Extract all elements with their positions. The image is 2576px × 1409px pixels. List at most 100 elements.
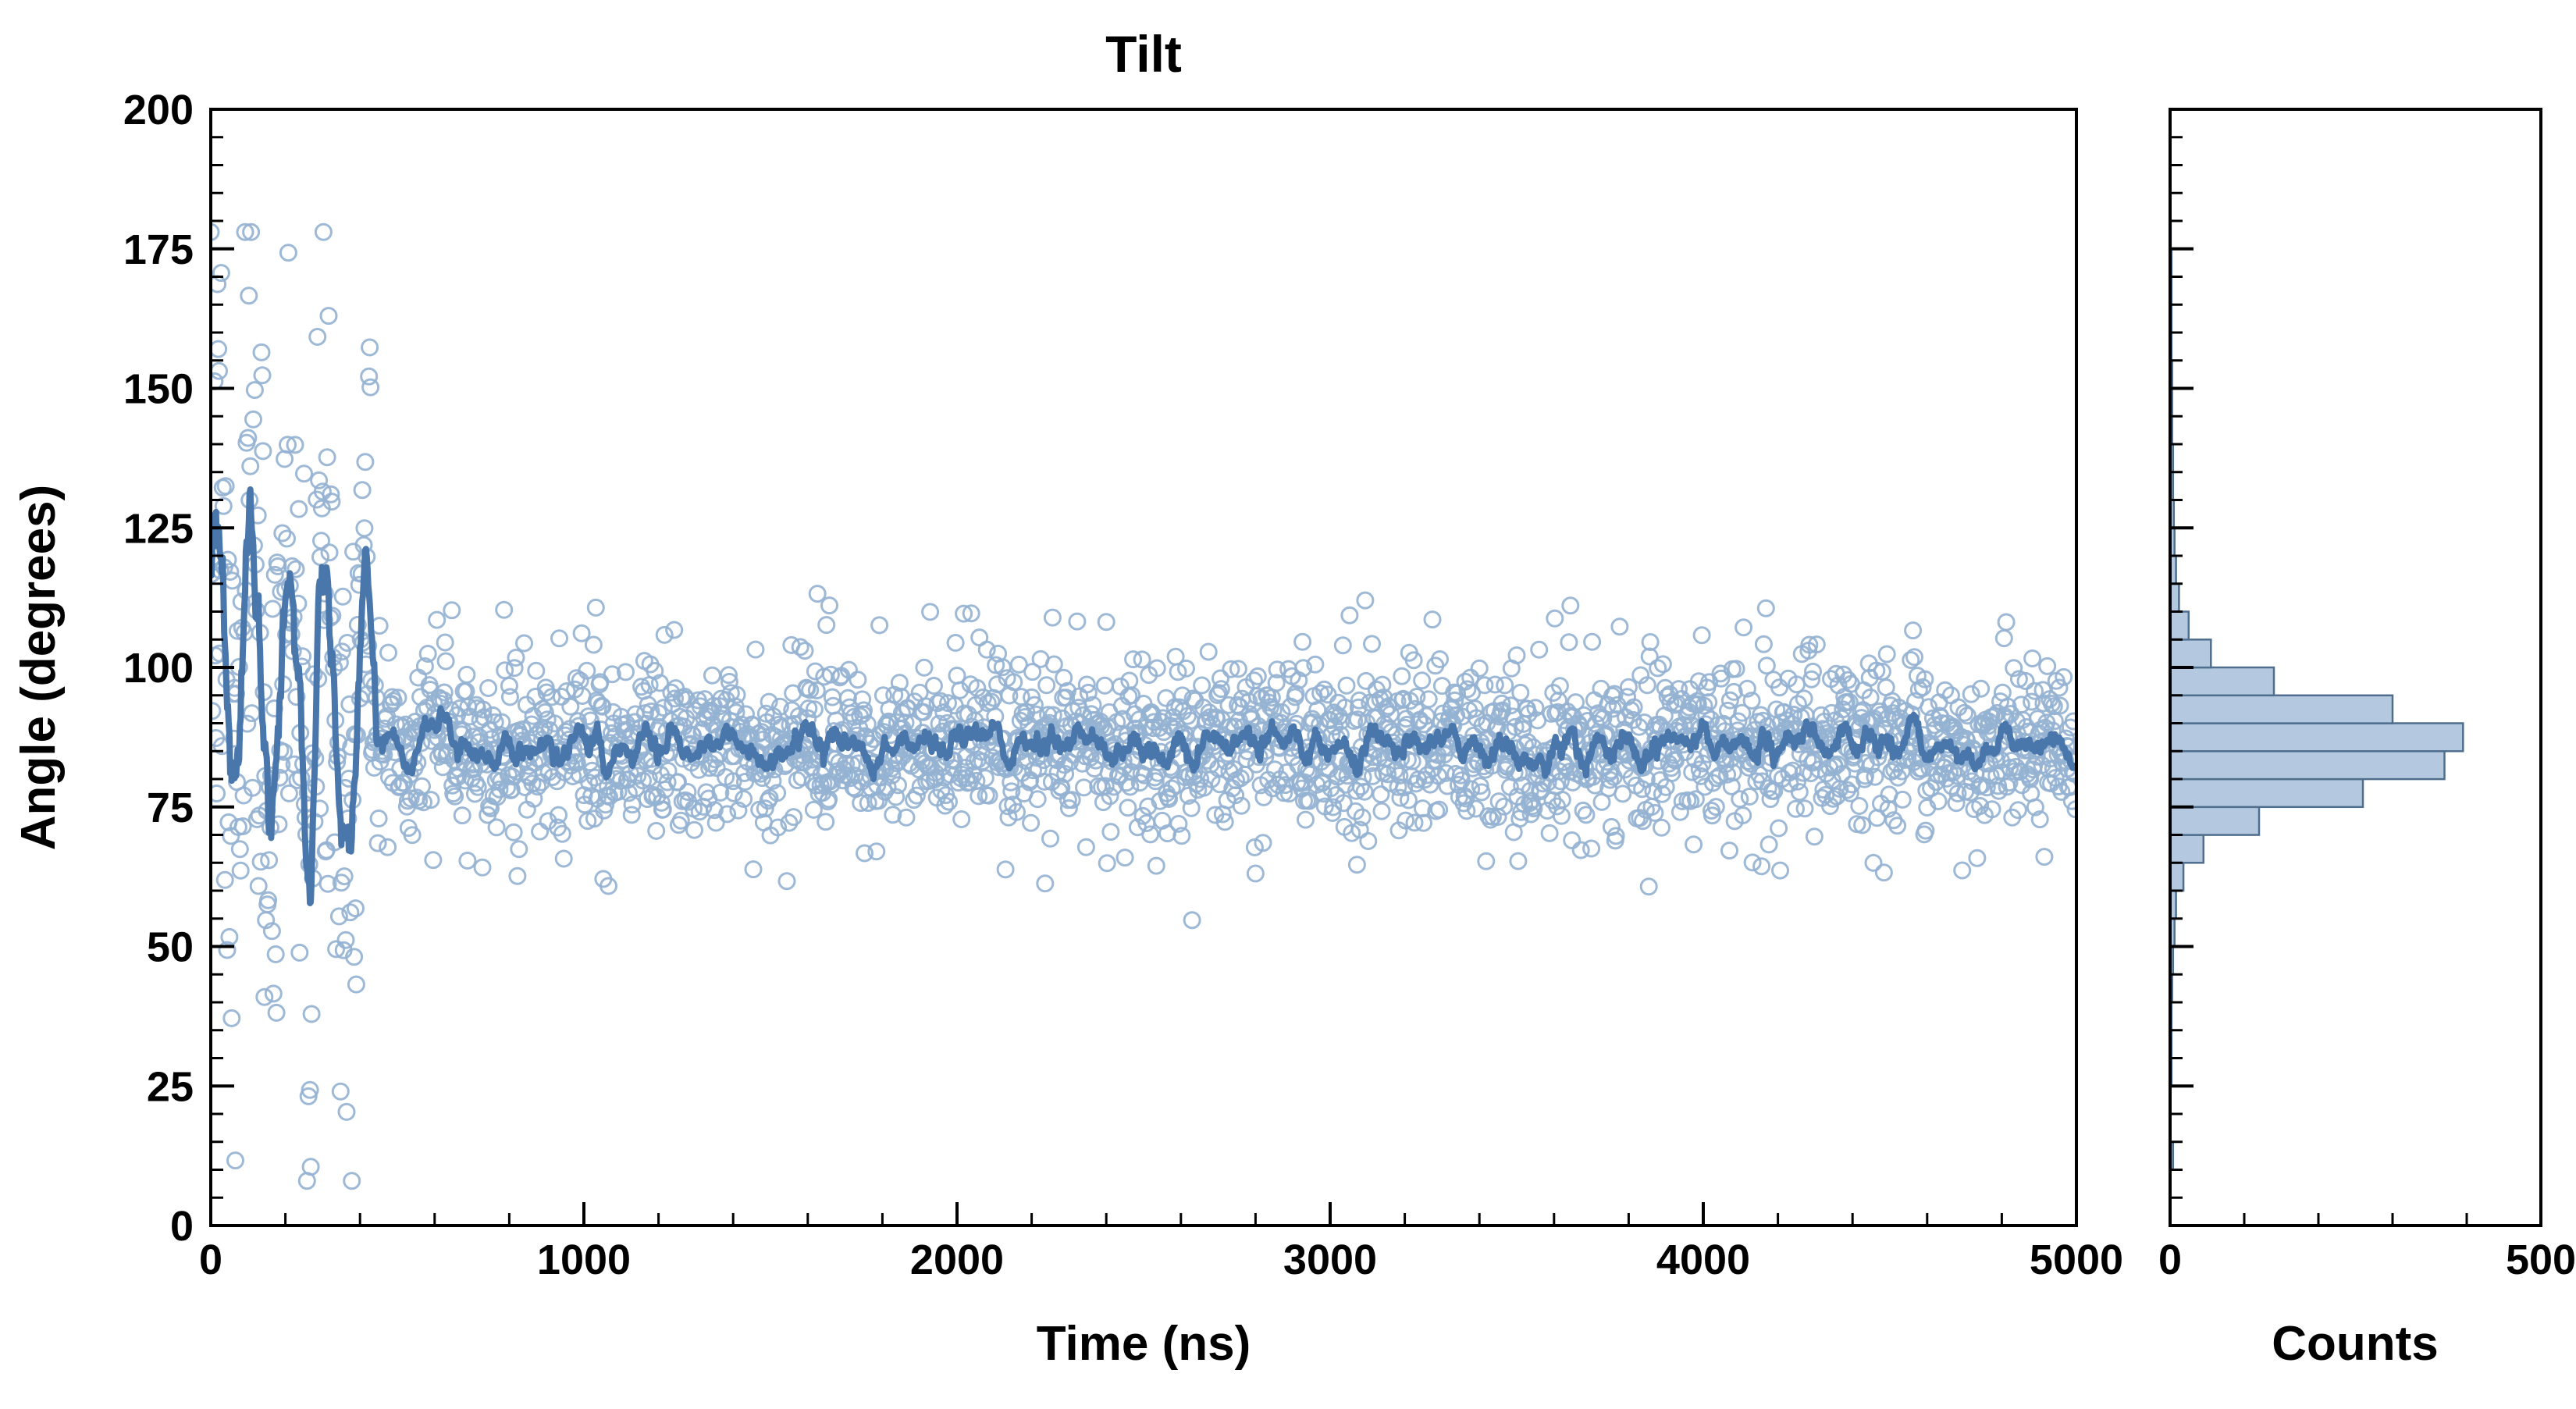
scatter-point [533,699,552,718]
scatter-point [424,851,443,870]
scatter-point [1407,688,1426,706]
scatter-point [474,700,493,719]
scatter-point [1496,676,1514,695]
scatter-point [522,715,541,734]
scatter-point [1022,813,1041,832]
scatter-point [1172,827,1191,845]
scatter-point [1653,818,1670,837]
scatter-point [1393,667,1411,685]
scatter-point [389,688,407,707]
scatter-point [1169,663,1187,681]
scatter-point [236,222,254,241]
scatter-point [320,543,339,562]
scatter-point [785,808,803,827]
histogram-axes-tick-labels: 0 500 [2158,1236,2576,1283]
scatter-point [1359,832,1378,850]
scatter-point [1350,820,1369,839]
scatter-point [720,666,738,685]
scatter-point [887,788,906,806]
histogram-bar [2170,777,2364,809]
scatter-point [554,849,573,868]
scatter-point [659,762,678,780]
hist-x-tick-label: 500 [2506,1236,2576,1283]
scatter-point [617,663,635,681]
scatter-point [841,704,860,723]
scatter-point [996,860,1015,879]
scatter-point [973,753,991,771]
histogram-bar [2170,834,2205,864]
scatter-point [728,685,746,704]
scatter-point [295,464,313,483]
scatter-point [403,826,422,845]
scatter-point [473,858,492,877]
scatter-point [980,786,998,805]
scatter-point [593,697,612,716]
scatter-point [808,585,827,603]
scatter-point [1183,911,1201,930]
scatter-point [311,548,329,567]
scatter-point [732,715,751,734]
scatter-point [211,340,228,358]
scatter-point [1583,632,1602,651]
scatter-point [1324,798,1343,817]
scatter-point [1351,777,1370,796]
scatter-point [609,782,628,801]
scatter-point [286,560,305,578]
scatter-point [493,713,511,731]
scatter-point [753,769,771,788]
scatter-point [770,697,789,716]
histogram-plot: 0 500 Counts [2158,108,2576,1371]
scatter-point [550,629,568,648]
histogram-bar [2170,694,2394,724]
scatter-point [685,820,703,839]
scatter-point [911,777,930,796]
scatter-point [1041,829,1059,848]
scatter-point [1470,659,1489,678]
scatter-point [1036,874,1055,893]
scatter-point [1293,632,1312,651]
scatter-point [684,726,703,745]
scatter-point [977,640,996,659]
scatter-point [1904,621,1923,640]
scatter-point [458,852,477,870]
histogram-bar [2170,666,2275,697]
scatter-point [1893,790,1912,809]
scatter-point [821,665,840,684]
scatter-point [299,1087,318,1105]
scatter-point [531,822,550,841]
y-tick-label: 25 [147,1063,194,1110]
scatter-point [276,450,294,468]
scatter-point [625,713,644,731]
y-tick-label: 50 [147,924,194,971]
scatter-point [951,681,970,699]
scatter-point [858,715,877,734]
scatter-point [807,681,826,699]
scatter-point [907,786,926,805]
scatter-point [1372,785,1390,804]
scatter-point [1743,853,1762,872]
scatter-point [260,851,279,870]
scatter-point [795,642,814,660]
histogram-bar [2170,722,2464,753]
scatter-point [1147,856,1165,875]
scatter-point [443,601,461,620]
scatter-point [1076,838,1095,856]
main-plot: 0 1000 2000 3000 4000 5000 0 25 50 75 100 125 150 175… [12,25,2123,1371]
scatter-point [561,697,580,716]
y-tick-label: 100 [123,645,194,692]
scatter-point [1415,715,1433,734]
scatter-point [1334,794,1353,813]
scatter-point [955,604,973,623]
scatter-point [415,793,432,812]
scatter-point [1008,802,1026,821]
scatter-point [265,565,284,584]
scatter-point [1246,864,1265,883]
scatter-point [805,700,824,719]
scatter-point [1025,696,1044,714]
scatter-point [255,987,274,1006]
scatter-point [415,657,434,675]
scatter-point [1177,659,1195,678]
scatter-point [331,1082,350,1101]
scatter-point [436,633,454,652]
hist-x-tick-label: 0 [2158,1236,2182,1283]
